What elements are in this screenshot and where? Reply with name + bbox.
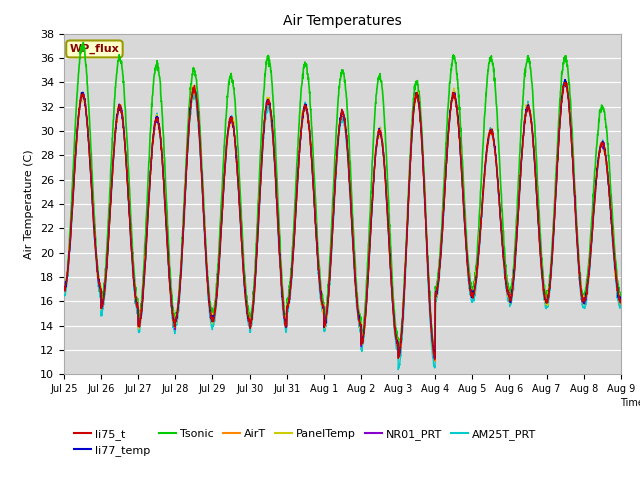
- NR01_PRT: [561, 77, 569, 83]
- Line: li77_temp: li77_temp: [64, 80, 621, 359]
- li75_t: [617, 300, 625, 305]
- li77_temp: [431, 356, 438, 361]
- AirT: [431, 358, 439, 364]
- Tsonic: [216, 236, 223, 242]
- PanelTemp: [504, 293, 512, 299]
- Tsonic: [617, 295, 625, 301]
- li77_temp: [561, 77, 569, 83]
- li77_temp: [371, 164, 378, 169]
- li75_t: [504, 288, 512, 294]
- li77_temp: [60, 287, 68, 293]
- li75_t: [431, 357, 438, 363]
- NR01_PRT: [430, 355, 438, 360]
- AirT: [568, 147, 576, 153]
- li77_temp: [358, 339, 366, 345]
- AirT: [584, 282, 591, 288]
- li75_t: [216, 256, 223, 262]
- Y-axis label: Air Temperature (C): Air Temperature (C): [24, 149, 35, 259]
- li77_temp: [584, 281, 591, 287]
- AM25T_PRT: [617, 303, 625, 309]
- PanelTemp: [395, 356, 403, 361]
- PanelTemp: [584, 285, 591, 291]
- Tsonic: [359, 331, 367, 336]
- li75_t: [60, 286, 68, 292]
- Line: NR01_PRT: NR01_PRT: [64, 80, 621, 358]
- li75_t: [561, 80, 568, 85]
- NR01_PRT: [568, 147, 576, 153]
- AirT: [504, 293, 512, 299]
- X-axis label: Time: Time: [620, 398, 640, 408]
- PanelTemp: [561, 76, 569, 82]
- Tsonic: [505, 285, 513, 290]
- AM25T_PRT: [216, 262, 223, 268]
- AM25T_PRT: [584, 291, 591, 297]
- li77_temp: [504, 289, 512, 295]
- NR01_PRT: [617, 297, 625, 302]
- li77_temp: [216, 258, 223, 264]
- PanelTemp: [60, 287, 68, 293]
- Title: Air Temperatures: Air Temperatures: [283, 14, 402, 28]
- AirT: [617, 299, 625, 305]
- AM25T_PRT: [60, 292, 68, 298]
- NR01_PRT: [371, 165, 378, 171]
- NR01_PRT: [216, 261, 223, 266]
- AirT: [561, 79, 568, 85]
- PanelTemp: [617, 300, 625, 306]
- Tsonic: [79, 39, 87, 45]
- NR01_PRT: [504, 291, 512, 297]
- li75_t: [371, 165, 378, 171]
- NR01_PRT: [60, 285, 68, 291]
- AM25T_PRT: [504, 296, 512, 301]
- Text: WP_flux: WP_flux: [70, 44, 119, 54]
- Tsonic: [371, 114, 379, 120]
- li77_temp: [568, 145, 576, 151]
- Tsonic: [584, 271, 591, 277]
- Tsonic: [568, 125, 576, 131]
- AM25T_PRT: [371, 165, 378, 170]
- li75_t: [584, 280, 591, 286]
- Tsonic: [431, 348, 438, 354]
- Line: AirT: AirT: [64, 82, 621, 361]
- AM25T_PRT: [561, 77, 569, 83]
- PanelTemp: [216, 258, 223, 264]
- AM25T_PRT: [568, 146, 576, 152]
- AirT: [371, 165, 378, 170]
- PanelTemp: [568, 144, 576, 150]
- AirT: [358, 337, 366, 343]
- li75_t: [568, 147, 576, 153]
- Line: li75_t: li75_t: [64, 83, 621, 360]
- AM25T_PRT: [358, 345, 366, 350]
- Line: Tsonic: Tsonic: [64, 42, 621, 351]
- AM25T_PRT: [394, 367, 402, 372]
- Line: AM25T_PRT: AM25T_PRT: [64, 80, 621, 370]
- Legend: li75_t, li77_temp, Tsonic, AirT, PanelTemp, NR01_PRT, AM25T_PRT: li75_t, li77_temp, Tsonic, AirT, PanelTe…: [70, 424, 541, 460]
- li77_temp: [617, 294, 625, 300]
- PanelTemp: [371, 166, 378, 172]
- PanelTemp: [358, 336, 366, 342]
- AirT: [216, 257, 223, 263]
- AirT: [60, 288, 68, 293]
- Line: PanelTemp: PanelTemp: [64, 79, 621, 359]
- NR01_PRT: [358, 338, 366, 344]
- NR01_PRT: [584, 283, 591, 289]
- Tsonic: [60, 288, 68, 293]
- li75_t: [358, 336, 366, 342]
